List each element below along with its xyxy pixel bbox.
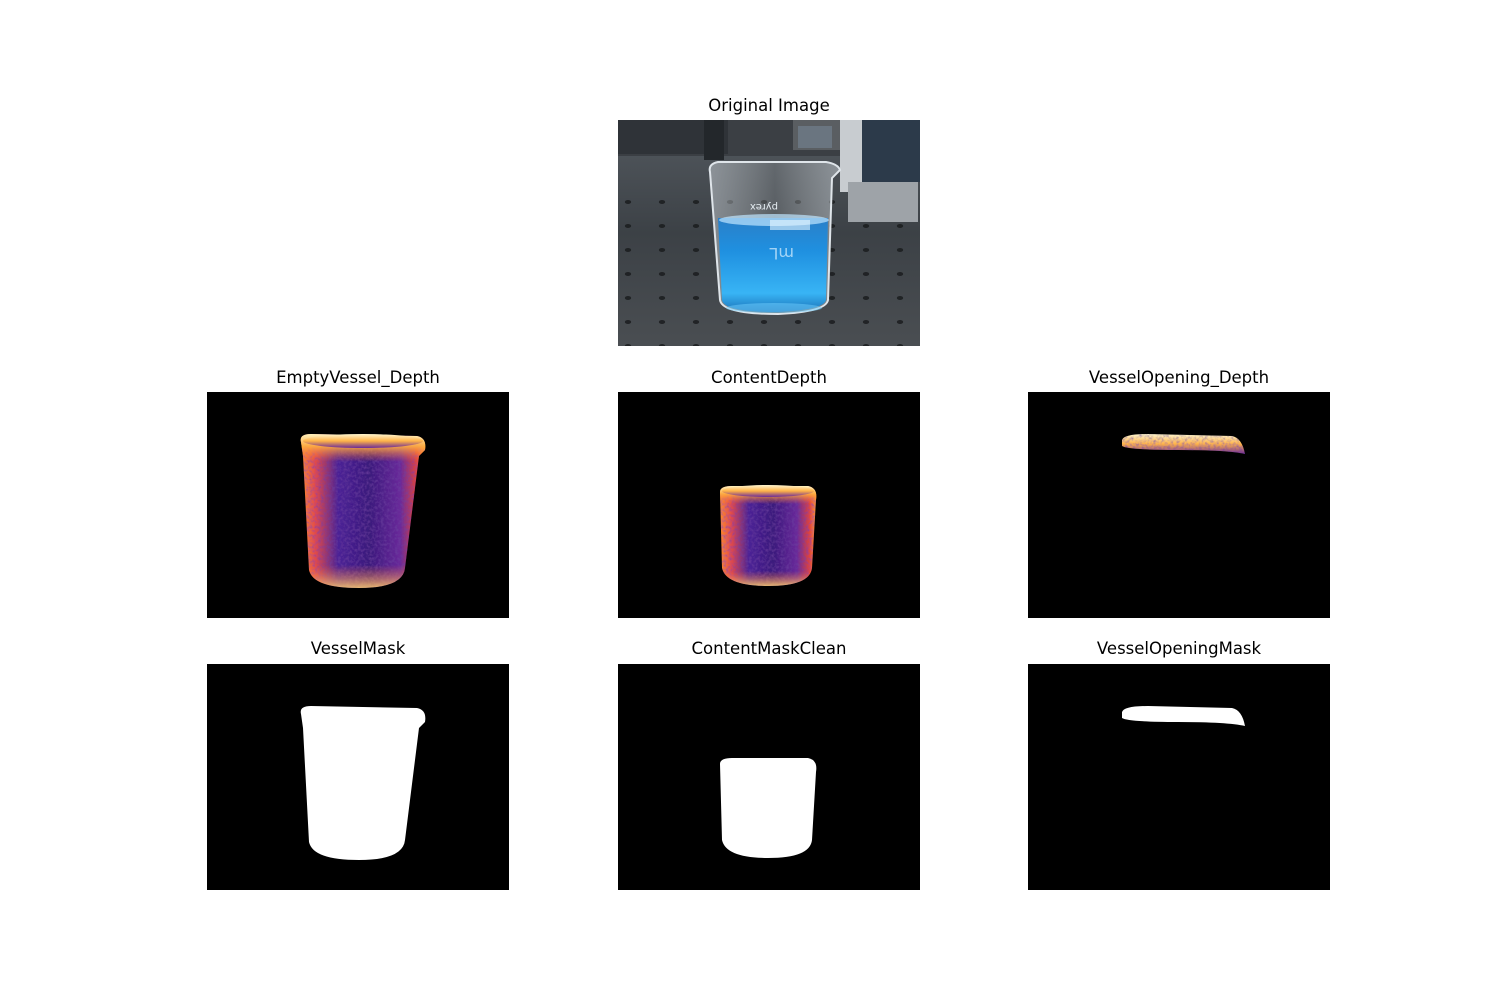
content-depth-title: ContentDepth	[711, 368, 827, 387]
empty-vessel-depth-panel	[207, 392, 509, 618]
content-depth-panel	[618, 392, 920, 618]
content-mask-clean-panel	[618, 664, 920, 890]
vessel-mask-panel	[207, 664, 509, 890]
empty-vessel-depth-title: EmptyVessel_Depth	[276, 368, 440, 387]
vessel-opening-depth-map	[1028, 392, 1330, 618]
vessel-opening-depth-title: VesselOpening_Depth	[1088, 368, 1270, 387]
original-photo: pyrex mL	[618, 120, 920, 346]
content-depth-map	[618, 392, 920, 618]
beaker-mark-text: mL	[769, 244, 794, 263]
empty-vessel-depth-map	[207, 392, 509, 618]
vessel-mask	[207, 664, 509, 890]
content-mask-clean-title: ContentMaskClean	[691, 639, 847, 658]
beaker-brand-text: pyrex	[750, 201, 778, 212]
vessel-opening-mask	[1028, 664, 1330, 890]
original-image: pyrex mL	[618, 120, 920, 346]
vessel-opening-depth-panel	[1028, 392, 1330, 618]
original-image-title: Original Image	[708, 96, 830, 115]
vessel-mask-title: VesselMask	[310, 639, 406, 658]
vessel-opening-mask-title: VesselOpeningMask	[1096, 639, 1262, 658]
content-mask-clean	[618, 664, 920, 890]
vessel-opening-mask-panel	[1028, 664, 1330, 890]
